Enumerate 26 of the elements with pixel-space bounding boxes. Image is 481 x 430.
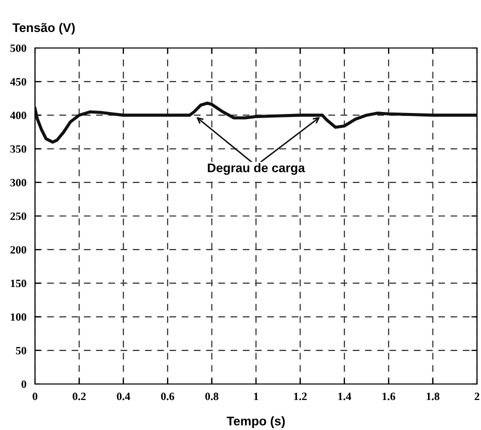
x-tick-label: 0.2 <box>72 392 86 400</box>
x-tick-label: 1.2 <box>294 392 307 400</box>
annotation: Degrau de carga <box>208 163 306 175</box>
x-axis-title: Tempo (s) <box>226 416 285 428</box>
x-tick-label: 1.4 <box>338 392 352 400</box>
x-tick-label: 1.6 <box>382 392 396 400</box>
y-tick-label: 500 <box>10 44 26 52</box>
x-tick-label: 0.8 <box>205 392 218 400</box>
x-tick-label: 0.4 <box>116 392 130 400</box>
y-tick-label: 250 <box>10 212 26 220</box>
y-tick-label: 0 <box>22 380 26 388</box>
y-tick-label: 100 <box>10 313 26 321</box>
y-tick-label: 350 <box>10 145 26 153</box>
x-tick-label: 1.8 <box>426 392 440 400</box>
y-tick-label: 300 <box>10 178 26 186</box>
y-tick-label: 150 <box>10 280 26 288</box>
y-tick-label: 50 <box>16 346 26 354</box>
y-tick-label: 400 <box>10 112 26 120</box>
y-tick-label: 200 <box>10 246 26 254</box>
y-tick-label: 450 <box>10 78 26 86</box>
x-tick-label: 0 <box>32 392 38 400</box>
x-tick-label: 2 <box>474 392 480 400</box>
line-series <box>35 102 477 144</box>
y-axis-title: Tensão (V) <box>12 22 75 35</box>
x-tick-label: 0.6 <box>161 392 174 400</box>
x-tick-label: 1 <box>254 392 258 400</box>
